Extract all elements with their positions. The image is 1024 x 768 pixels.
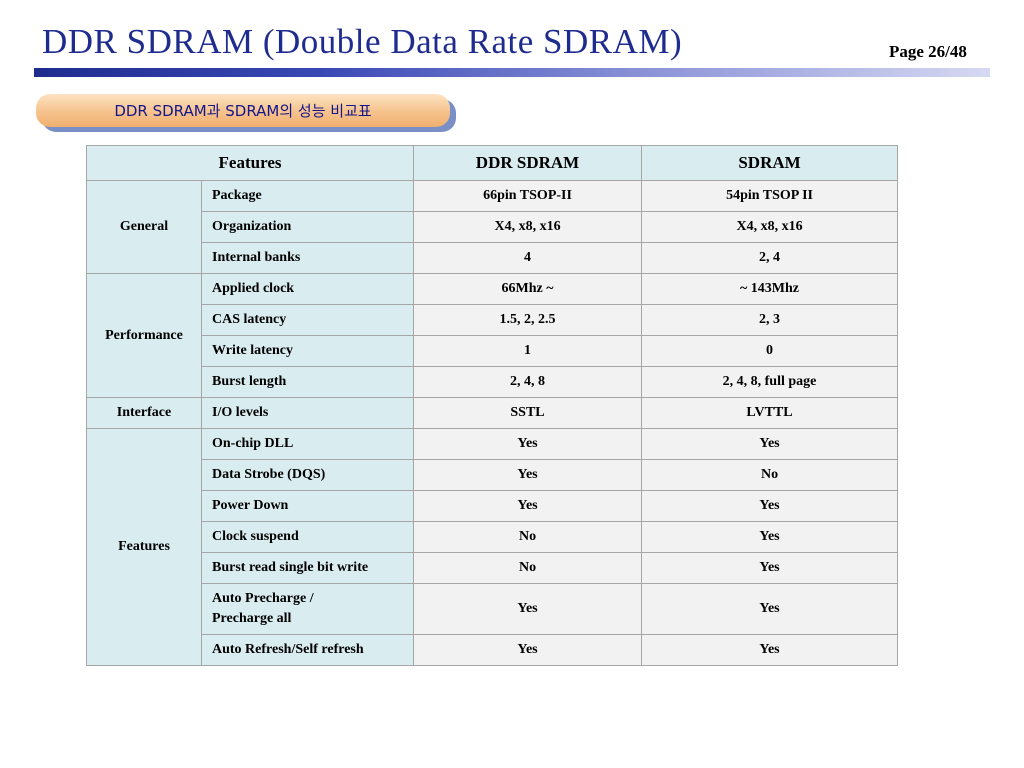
table-header-row: Features DDR SDRAM SDRAM xyxy=(85,145,899,181)
group-label: Features xyxy=(86,428,202,666)
table-row: CAS latency 1.5, 2, 2.5 2, 3 xyxy=(87,304,899,336)
table-row: Features On-chip DLL Yes Yes xyxy=(86,428,899,666)
table-row: Performance Applied clock 66Mhz ~ ~ 143Mhz xyxy=(86,273,899,398)
table-row: Burst read single bit write No Yes xyxy=(87,552,899,584)
ddr-sdram-value: 66Mhz ~ xyxy=(413,273,643,305)
ddr-sdram-value: Yes xyxy=(413,428,643,460)
page-number: Page 26/48 xyxy=(889,42,967,61)
comparison-table: Features DDR SDRAM SDRAM General Package 6… xyxy=(85,145,899,666)
table-row: Interface I/O levels SSTL LVTTL xyxy=(86,397,899,429)
feature-name: Data Strobe (DQS) xyxy=(200,459,415,491)
table-row: Write latency 1 0 xyxy=(87,335,899,367)
feature-name: Auto Refresh/Self refresh xyxy=(200,634,415,666)
feature-name: Auto Precharge / Precharge all xyxy=(200,583,415,635)
feature-name: Package xyxy=(200,180,415,212)
sdram-value: Yes xyxy=(641,552,899,584)
sdram-value: Yes xyxy=(641,634,899,666)
sdram-value: X4, x8, x16 xyxy=(641,211,899,243)
ddr-sdram-value: Yes xyxy=(413,634,643,666)
ddr-sdram-value: No xyxy=(413,552,643,584)
ddr-sdram-value: 1.5, 2, 2.5 xyxy=(413,304,643,336)
table-row: General Package 66pin TSOP-II 54pin TSOP II xyxy=(86,180,899,274)
group-label: Performance xyxy=(86,273,202,398)
feature-name: Write latency xyxy=(200,335,415,367)
ddr-sdram-value: Yes xyxy=(413,459,643,491)
title-underline-bar xyxy=(34,68,990,77)
feature-name: Applied clock xyxy=(200,273,415,305)
sdram-value: 2, 4 xyxy=(641,242,899,274)
table-row: Clock suspend No Yes xyxy=(87,521,899,553)
ddr-sdram-value: Yes xyxy=(413,490,643,522)
ddr-sdram-value: 4 xyxy=(413,242,643,274)
ddr-sdram-value: SSTL xyxy=(413,397,643,429)
group-label: General xyxy=(86,180,202,274)
sdram-value: No xyxy=(641,459,899,491)
table-row: Organization X4, x8, x16 X4, x8, x16 xyxy=(87,211,899,243)
sdram-value: ~ 143Mhz xyxy=(641,273,899,305)
sdram-value: LVTTL xyxy=(641,397,899,429)
table-row: Data Strobe (DQS) Yes No xyxy=(87,459,899,491)
table-body: General Package 66pin TSOP-II 54pin TSOP II… xyxy=(86,180,899,666)
table-row: Auto Refresh/Self refresh Yes Yes xyxy=(87,634,899,666)
sdram-value: 0 xyxy=(641,335,899,367)
ddr-sdram-value: 66pin TSOP-II xyxy=(413,180,643,212)
header-features: Features xyxy=(85,145,415,181)
feature-name: CAS latency xyxy=(200,304,415,336)
subtitle-banner: DDR SDRAM과 SDRAM의 성능 비교표 xyxy=(36,94,450,127)
group-label: Interface xyxy=(86,397,202,429)
ddr-sdram-value: 1 xyxy=(413,335,643,367)
sdram-value: 54pin TSOP II xyxy=(641,180,899,212)
sdram-value: Yes xyxy=(641,428,899,460)
slide-title: DDR SDRAM (Double Data Rate SDRAM) xyxy=(42,22,683,61)
feature-name: Burst length xyxy=(200,366,415,398)
table-row: Power Down Yes Yes xyxy=(87,490,899,522)
sdram-value: 2, 3 xyxy=(641,304,899,336)
table-row: Auto Precharge / Precharge all Yes Yes xyxy=(87,583,899,635)
feature-name: Organization xyxy=(200,211,415,243)
ddr-sdram-value: 2, 4, 8 xyxy=(413,366,643,398)
feature-name: Burst read single bit write xyxy=(200,552,415,584)
ddr-sdram-value: No xyxy=(413,521,643,553)
table-row: Internal banks 4 2, 4 xyxy=(87,242,899,274)
header-ddr-sdram: DDR SDRAM xyxy=(413,145,643,181)
feature-name: Internal banks xyxy=(200,242,415,274)
feature-name: Clock suspend xyxy=(200,521,415,553)
sdram-value: Yes xyxy=(641,521,899,553)
header-sdram: SDRAM xyxy=(641,145,899,181)
ddr-sdram-value: Yes xyxy=(413,583,643,635)
sdram-value: Yes xyxy=(641,490,899,522)
feature-name: Power Down xyxy=(200,490,415,522)
sdram-value: Yes xyxy=(641,583,899,635)
feature-name: On-chip DLL xyxy=(200,428,415,460)
ddr-sdram-value: X4, x8, x16 xyxy=(413,211,643,243)
table-row: Burst length 2, 4, 8 2, 4, 8, full page xyxy=(87,366,899,398)
feature-name: I/O levels xyxy=(200,397,415,429)
sdram-value: 2, 4, 8, full page xyxy=(641,366,899,398)
